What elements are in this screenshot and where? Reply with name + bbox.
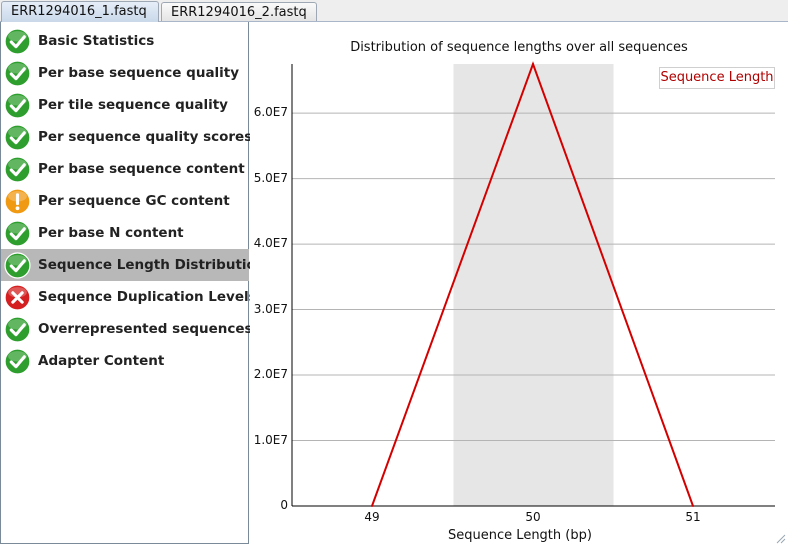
y-tick-label: 4.0E7 xyxy=(253,236,288,251)
resize-grip-icon[interactable] xyxy=(775,533,786,544)
chart-title: Distribution of sequence lengths over al… xyxy=(350,40,688,55)
module-label: Sequence Duplication Levels xyxy=(38,289,257,305)
x-tick-label: 49 xyxy=(364,510,380,524)
module-item-overrepresented-sequences[interactable]: Overrepresented sequences xyxy=(1,313,253,345)
check-icon xyxy=(4,220,31,247)
x-axis-title: Sequence Length (bp) xyxy=(448,528,592,543)
highlight-band xyxy=(453,64,614,506)
module-label: Per base sequence content xyxy=(38,161,245,177)
module-item-sequence-duplication-levels[interactable]: Sequence Duplication Levels xyxy=(1,281,257,313)
y-tick-label: 6.0E7 xyxy=(253,105,288,120)
module-item-per-tile-sequence-quality[interactable]: Per tile sequence quality xyxy=(1,89,249,121)
module-label: Basic Statistics xyxy=(38,33,155,49)
cross-icon xyxy=(4,284,31,311)
module-label: Per sequence GC content xyxy=(38,193,230,209)
module-item-per-base-sequence-content[interactable]: Per base sequence content xyxy=(1,153,249,185)
check-icon xyxy=(4,124,31,151)
chart-legend: Sequence Length xyxy=(659,67,775,89)
module-label: Sequence Length Distribution xyxy=(38,257,266,273)
y-tick-label: 0 xyxy=(280,498,288,512)
check-icon xyxy=(4,60,31,87)
y-tick-label: 1.0E7 xyxy=(253,432,288,447)
data-point xyxy=(532,63,534,65)
module-label: Adapter Content xyxy=(38,353,165,369)
check-icon xyxy=(4,316,31,343)
y-tick-label: 5.0E7 xyxy=(253,170,288,185)
module-item-per-base-n-content[interactable]: Per base N content xyxy=(1,217,249,249)
module-label: Per tile sequence quality xyxy=(38,97,228,113)
module-item-adapter-content[interactable]: Adapter Content xyxy=(1,345,249,377)
data-point xyxy=(371,505,373,507)
module-list: Basic Statistics Per base sequence qualit… xyxy=(0,22,265,544)
check-icon xyxy=(4,28,31,55)
module-label: Per sequence quality scores xyxy=(38,129,253,145)
module-item-per-sequence-gc-content[interactable]: Per sequence GC content xyxy=(1,185,249,217)
chart-panel: Distribution of sequence lengths over al… xyxy=(250,22,788,545)
module-item-per-sequence-quality-scores[interactable]: Per sequence quality scores xyxy=(1,121,253,153)
check-icon xyxy=(4,348,31,375)
sequence-length-chart xyxy=(291,61,775,507)
check-icon xyxy=(4,156,31,183)
x-tick-label: 51 xyxy=(685,510,701,524)
file-tab-bar: ERR1294016_1.fastq ERR1294016_2.fastq xyxy=(0,0,788,22)
module-item-basic-statistics[interactable]: Basic Statistics xyxy=(1,25,249,57)
module-item-sequence-length-distribution[interactable]: Sequence Length Distribution xyxy=(1,249,265,281)
tab-file-2[interactable]: ERR1294016_2.fastq xyxy=(161,2,317,21)
warning-icon xyxy=(4,188,31,215)
check-icon xyxy=(4,92,31,119)
module-label: Per base N content xyxy=(38,225,184,241)
data-point xyxy=(692,505,694,507)
y-tick-label: 3.0E7 xyxy=(253,301,288,316)
module-label: Per base sequence quality xyxy=(38,65,240,81)
check-icon xyxy=(4,252,31,279)
x-tick-label: 50 xyxy=(525,510,541,524)
tab-file-1[interactable]: ERR1294016_1.fastq xyxy=(1,1,159,22)
legend-label: Sequence Length xyxy=(660,70,774,85)
y-tick-label: 2.0E7 xyxy=(253,367,288,382)
module-label: Overrepresented sequences xyxy=(38,321,253,337)
module-item-per-base-sequence-quality[interactable]: Per base sequence quality xyxy=(1,57,249,89)
